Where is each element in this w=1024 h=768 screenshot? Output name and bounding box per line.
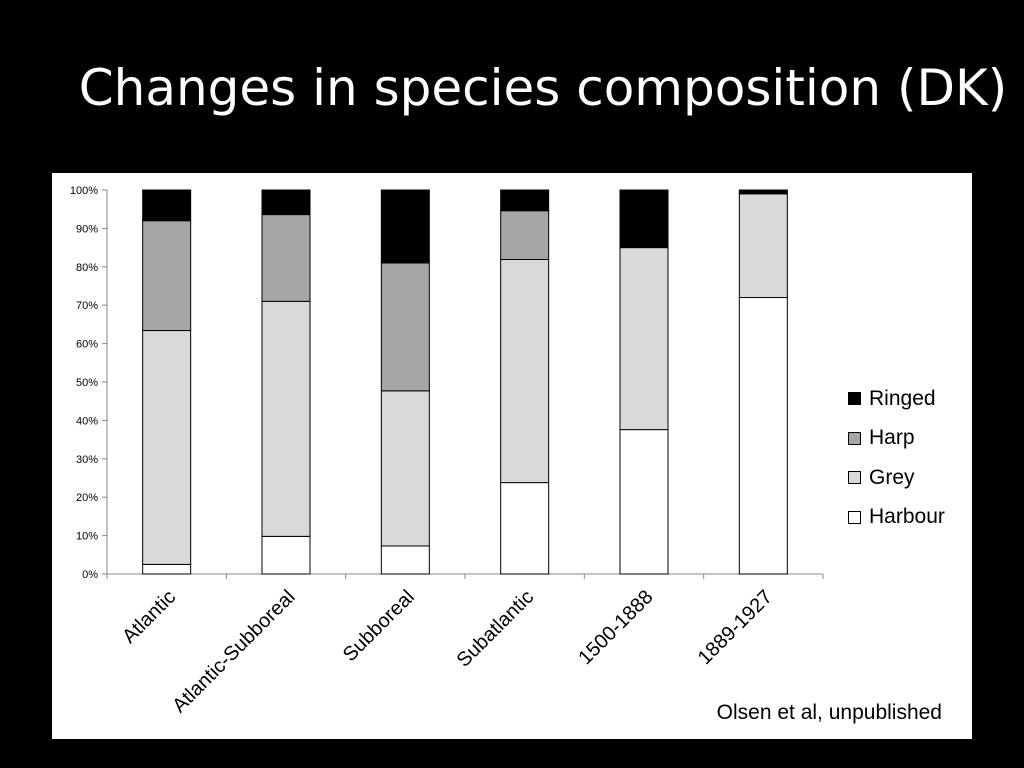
legend-item-harbour: Harbour — [848, 498, 945, 538]
y-tick-label: 0% — [82, 569, 98, 581]
x-category-label: 1500-1888 — [574, 586, 657, 669]
bar-segment-harbour — [261, 535, 311, 575]
y-tick-label: 70% — [76, 300, 98, 312]
bar-segment-harp — [142, 220, 192, 332]
legend-swatch — [848, 471, 861, 485]
y-tick-label: 40% — [76, 415, 98, 427]
y-tick-label: 100% — [70, 185, 98, 197]
legend-swatch — [848, 510, 861, 524]
bar-segment-harbour — [380, 545, 430, 575]
legend-swatch — [848, 392, 861, 406]
legend-label: Harbour — [869, 505, 945, 529]
y-tick-label: 60% — [76, 339, 98, 351]
legend-swatch — [848, 431, 861, 445]
slide-title: Changes in species composition (DK) — [78, 59, 1008, 117]
bar-segment-grey — [738, 193, 788, 299]
x-category-label: Subboreal — [339, 586, 419, 666]
stacked-bar-chart: 0% 10% 20% 30% 40% 50% 60% 70% 80% 90% 100% Atlanti… — [70, 185, 824, 717]
credit-note: Olsen et al, unpublished — [716, 701, 942, 724]
bar-segment-grey — [261, 300, 311, 537]
y-tick-label: 30% — [76, 454, 98, 466]
bar-segment-harbour — [619, 429, 669, 575]
x-category-label: 1889-1927 — [694, 586, 777, 669]
y-tick-label: 80% — [76, 262, 98, 274]
x-category-label: Atlantic — [118, 586, 180, 648]
bar-segment-ringed — [261, 189, 311, 216]
chart-panel: 0% 10% 20% 30% 40% 50% 60% 70% 80% 90% 100% Atlanti… — [52, 173, 972, 739]
bar-segment-harbour — [738, 297, 788, 575]
legend-label: Grey — [869, 465, 915, 489]
bar-segment-harbour — [500, 482, 550, 575]
bar-segment-ringed — [738, 189, 788, 195]
bar-segment-grey — [500, 259, 550, 484]
bar-segment-harp — [500, 210, 550, 261]
bar-segment-grey — [142, 330, 192, 565]
chart-legend: Ringed Harp Grey Harbour — [848, 379, 945, 537]
bar-segment-harp — [380, 262, 430, 392]
bar-segment-ringed — [500, 189, 550, 212]
x-category-label: Subatlantic — [453, 586, 539, 672]
legend-label: Harp — [869, 426, 915, 450]
legend-item-grey: Grey — [848, 458, 945, 498]
x-category-label: Atlantic-Subboreal — [168, 586, 299, 717]
bar-segment-ringed — [619, 189, 669, 249]
y-tick-label: 90% — [76, 223, 98, 235]
bar-segment-harp — [261, 214, 311, 302]
bar-segment-grey — [619, 247, 669, 431]
bar-segment-harbour — [142, 563, 192, 575]
y-tick-label: 50% — [76, 377, 98, 389]
y-tick-label: 10% — [76, 531, 98, 543]
legend-label: Ringed — [869, 386, 936, 410]
y-tick-label: 20% — [76, 492, 98, 504]
legend-item-harp: Harp — [848, 419, 945, 459]
bar-segment-grey — [380, 390, 430, 547]
legend-item-ringed: Ringed — [848, 379, 945, 419]
bar-segment-ringed — [380, 189, 430, 264]
bar-segment-ringed — [142, 189, 192, 222]
